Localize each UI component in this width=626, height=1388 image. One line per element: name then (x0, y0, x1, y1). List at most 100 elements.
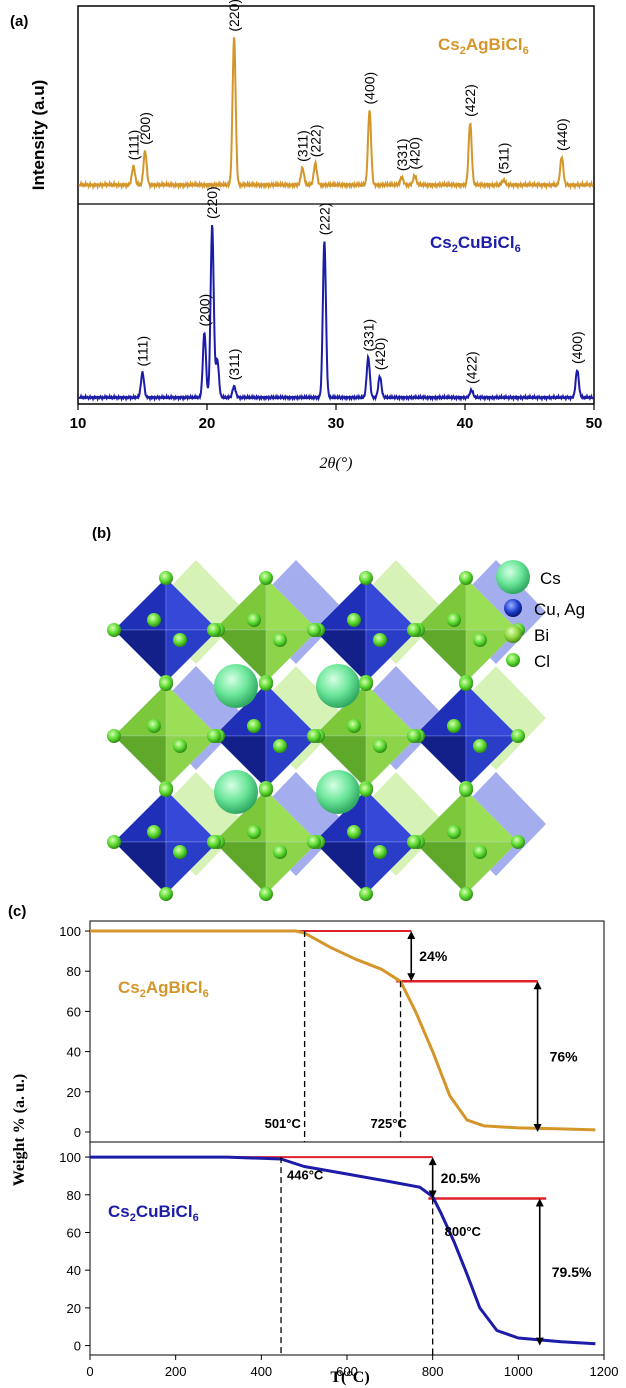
cl-atom (447, 825, 461, 839)
tga-curve-ag (90, 929, 596, 1132)
xrd-peak-label: (220) (204, 186, 220, 219)
cl-atom (259, 783, 273, 797)
cl-atom (107, 623, 121, 637)
xrd-peak-label: (311) (294, 130, 310, 162)
tga-x-tick-label: 0 (86, 1364, 93, 1379)
xrd-peak-label: (111) (125, 130, 141, 161)
tga-y-tick-label: 40 (67, 1263, 81, 1278)
cl-atom (107, 729, 121, 743)
cl-atom (273, 633, 287, 647)
tga-delta-arrow-head (428, 1157, 437, 1166)
cl-atom (407, 623, 421, 637)
cl-atom (147, 825, 161, 839)
cl-atom (273, 739, 287, 753)
tga-y-tick-label: 60 (67, 1225, 81, 1240)
xrd-x-axis-label: 2θ(°) (320, 455, 353, 472)
xrd-x-tick-label: 20 (199, 415, 216, 432)
cl-atom (347, 613, 361, 627)
cl-atom (259, 677, 273, 691)
xrd-series-cu-line (78, 224, 594, 403)
cl-atom (207, 623, 221, 637)
tga-y-tick-label: 60 (67, 1004, 81, 1019)
xrd-peak-label: (400) (362, 72, 378, 105)
cl-atom (473, 633, 487, 647)
cl-atom (347, 719, 361, 733)
tga-delta-arrow-head (533, 1123, 542, 1132)
cl-atom (273, 845, 287, 859)
cu-ag-octahedron-face (113, 629, 167, 683)
cl-atom (459, 677, 473, 691)
tga-delta-arrow-head (428, 1190, 437, 1199)
legend-marker-cs (496, 560, 530, 594)
xrd-series-name: Cs2CuBiCl6 (430, 233, 521, 255)
tga-delta-arrow-head (407, 973, 416, 982)
tga-chart: 0 20 40 60 80 100 501°C 725°C 24% 76% Cs2AgBiCl6 0 2… (59, 920, 619, 1379)
xrd-y-axis-label: Intensity (a.u) (29, 80, 48, 191)
tga-x-tick-label: 400 (250, 1364, 272, 1379)
legend-label-bi: Bi (534, 626, 549, 645)
tga-y-tick-label: 20 (67, 1301, 81, 1316)
cl-atom (159, 783, 173, 797)
cl-atom (107, 835, 121, 849)
cl-atom (407, 835, 421, 849)
legend-marker-cu-ag (504, 599, 522, 617)
tga-y-tick-label: 0 (74, 1125, 81, 1140)
cu-ag-octahedron-face (313, 841, 367, 895)
tga-temperature-label: 446°C (287, 1168, 324, 1183)
xrd-peak-label: (111) (135, 336, 151, 367)
cl-atom (473, 739, 487, 753)
tga-x-axis-label: T(°C) (330, 1369, 369, 1386)
tga-y-tick-label: 100 (59, 924, 81, 939)
cu-ag-octahedron-face (113, 841, 167, 895)
cl-atom (247, 719, 261, 733)
cl-atom (159, 677, 173, 691)
bi-octahedron-face (413, 629, 467, 683)
panel-b-label: (b) (92, 525, 111, 542)
tga-y-tick-label: 100 (59, 1150, 81, 1165)
tga-sample-name: Cs2CuBiCl6 (108, 1202, 199, 1224)
xrd-peak-label: (420) (407, 137, 423, 170)
tga-x-tick-label: 1200 (590, 1364, 619, 1379)
cl-atom (207, 835, 221, 849)
cl-atom (407, 729, 421, 743)
cl-atom (247, 825, 261, 839)
tga-y-tick-label: 20 (67, 1085, 81, 1100)
xrd-x-tick-label: 50 (586, 415, 603, 432)
tga-delta-label: 76% (550, 1049, 579, 1065)
xrd-peak-label: (440) (554, 118, 570, 151)
cl-atom (447, 613, 461, 627)
legend-label-cu-ag: Cu, Ag (534, 600, 585, 619)
tga-delta-label: 20.5% (441, 1170, 481, 1186)
cl-atom (173, 633, 187, 647)
cl-atom (259, 571, 273, 585)
cl-atom (307, 835, 321, 849)
tga-delta-arrow-head (407, 931, 416, 940)
legend-marker-bi (504, 625, 522, 643)
tga-y-tick-label: 80 (67, 964, 81, 979)
panel-a-label: (a) (10, 13, 28, 30)
cl-atom (359, 677, 373, 691)
tga-temperature-label: 800°C (445, 1224, 482, 1239)
xrd-x-tick-label: 30 (328, 415, 345, 432)
tga-temperature-label: 725°C (371, 1116, 408, 1131)
cl-atom (359, 571, 373, 585)
cs-atom (316, 664, 360, 708)
cl-atom (511, 835, 525, 849)
legend-label-cl: Cl (534, 652, 550, 671)
xrd-peak-label: (200) (196, 294, 212, 327)
xrd-peak-label: (511) (496, 143, 512, 175)
cl-atom (307, 623, 321, 637)
cl-atom (307, 729, 321, 743)
cl-atom (373, 633, 387, 647)
cl-atom (359, 783, 373, 797)
xrd-series-name: Cs2AgBiCl6 (438, 35, 529, 57)
cl-atom (247, 613, 261, 627)
cu-ag-octahedron-face (413, 735, 467, 789)
tga-x-tick-label: 200 (165, 1364, 187, 1379)
xrd-peak-label: (422) (462, 84, 478, 117)
cl-atom (459, 571, 473, 585)
tga-curve-cu (90, 1155, 596, 1346)
xrd-peak-label: (400) (569, 331, 585, 364)
tga-y-tick-label: 80 (67, 1188, 81, 1203)
